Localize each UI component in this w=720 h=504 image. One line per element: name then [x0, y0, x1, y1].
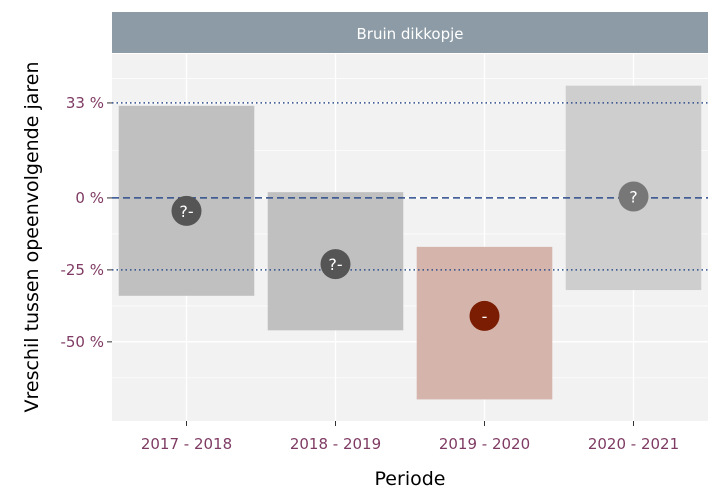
y-axis-title: Vreschil tussen opeenvolgende jaren — [21, 61, 43, 412]
marker-layer: ?- ?- -? — [171, 181, 649, 331]
x-axis: 2017 - 2018 2018 - 2019 2019 - 2020 2020 - … — [141, 421, 679, 453]
x-tick-label-2: 2019 - 2020 — [439, 435, 530, 453]
x-tick-label-3: 2020 - 2021 — [588, 435, 679, 453]
point-marker-0 — [171, 195, 202, 226]
x-tick-label-0: 2017 - 2018 — [141, 435, 232, 453]
point-marker-1 — [320, 249, 351, 280]
strip-background — [112, 12, 708, 53]
y-tick-label-3: -50 % — [60, 333, 104, 351]
point-symbol-2: - — [482, 307, 488, 326]
y-tick-label-1: 0 % — [75, 189, 104, 207]
x-tick-label-1: 2018 - 2019 — [290, 435, 381, 453]
point-symbol-3: ? — [629, 187, 638, 206]
facet-title: Bruin dikkopje — [356, 25, 463, 43]
reference-line-layer — [112, 102, 708, 271]
y-axis: 33 % 0 % -25 % -50 % — [60, 94, 112, 351]
point-symbol-0: ?- — [179, 202, 193, 221]
y-tick-label-0: 33 % — [66, 94, 104, 112]
band-layer — [118, 85, 702, 400]
x-axis-title: Periode — [375, 468, 446, 490]
point-marker-2 — [469, 300, 500, 331]
y-tick-label-2: -25 % — [60, 261, 104, 279]
point-symbol-1: ?- — [328, 255, 342, 274]
point-marker-3 — [618, 181, 649, 212]
